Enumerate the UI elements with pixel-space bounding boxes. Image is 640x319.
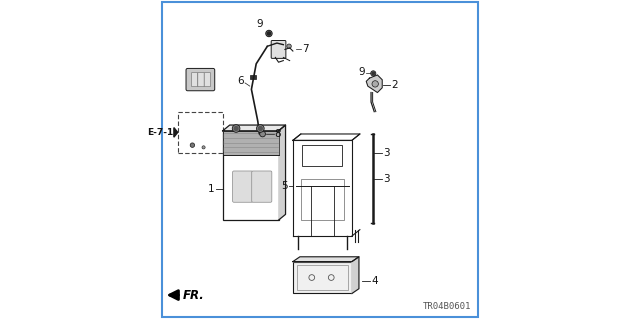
Circle shape <box>234 127 238 130</box>
Text: 9: 9 <box>256 19 262 29</box>
Circle shape <box>259 127 262 130</box>
Polygon shape <box>352 257 359 293</box>
Text: 7: 7 <box>302 44 308 55</box>
FancyBboxPatch shape <box>186 69 215 91</box>
Circle shape <box>257 125 264 132</box>
Polygon shape <box>223 125 285 131</box>
FancyBboxPatch shape <box>303 145 342 166</box>
Polygon shape <box>174 128 178 137</box>
Circle shape <box>260 131 266 137</box>
Polygon shape <box>366 75 382 93</box>
Polygon shape <box>278 125 285 220</box>
FancyBboxPatch shape <box>223 131 278 220</box>
Text: 8: 8 <box>275 129 282 139</box>
Text: 3: 3 <box>383 174 390 184</box>
Text: FR.: FR. <box>183 289 205 301</box>
Circle shape <box>266 30 272 37</box>
Text: 3: 3 <box>383 148 390 158</box>
Polygon shape <box>293 257 359 262</box>
FancyBboxPatch shape <box>250 75 256 79</box>
Circle shape <box>190 143 195 147</box>
Text: 4: 4 <box>371 276 378 286</box>
Circle shape <box>232 125 240 132</box>
FancyBboxPatch shape <box>271 41 286 58</box>
Circle shape <box>371 71 376 76</box>
FancyBboxPatch shape <box>232 171 253 202</box>
FancyBboxPatch shape <box>293 262 352 293</box>
FancyBboxPatch shape <box>223 131 278 155</box>
Text: 5: 5 <box>282 181 288 191</box>
Circle shape <box>372 72 374 75</box>
Text: 9: 9 <box>358 67 365 77</box>
Text: TR04B0601: TR04B0601 <box>423 302 472 311</box>
Circle shape <box>202 146 205 149</box>
Circle shape <box>372 81 378 87</box>
FancyBboxPatch shape <box>252 171 272 202</box>
Text: 6: 6 <box>237 76 244 86</box>
FancyBboxPatch shape <box>191 73 198 87</box>
Text: 2: 2 <box>391 79 398 90</box>
Circle shape <box>287 44 291 48</box>
Text: 1: 1 <box>208 184 215 194</box>
Circle shape <box>268 32 271 35</box>
Text: E-7-1: E-7-1 <box>147 128 173 137</box>
FancyBboxPatch shape <box>198 73 204 87</box>
FancyBboxPatch shape <box>204 73 211 87</box>
